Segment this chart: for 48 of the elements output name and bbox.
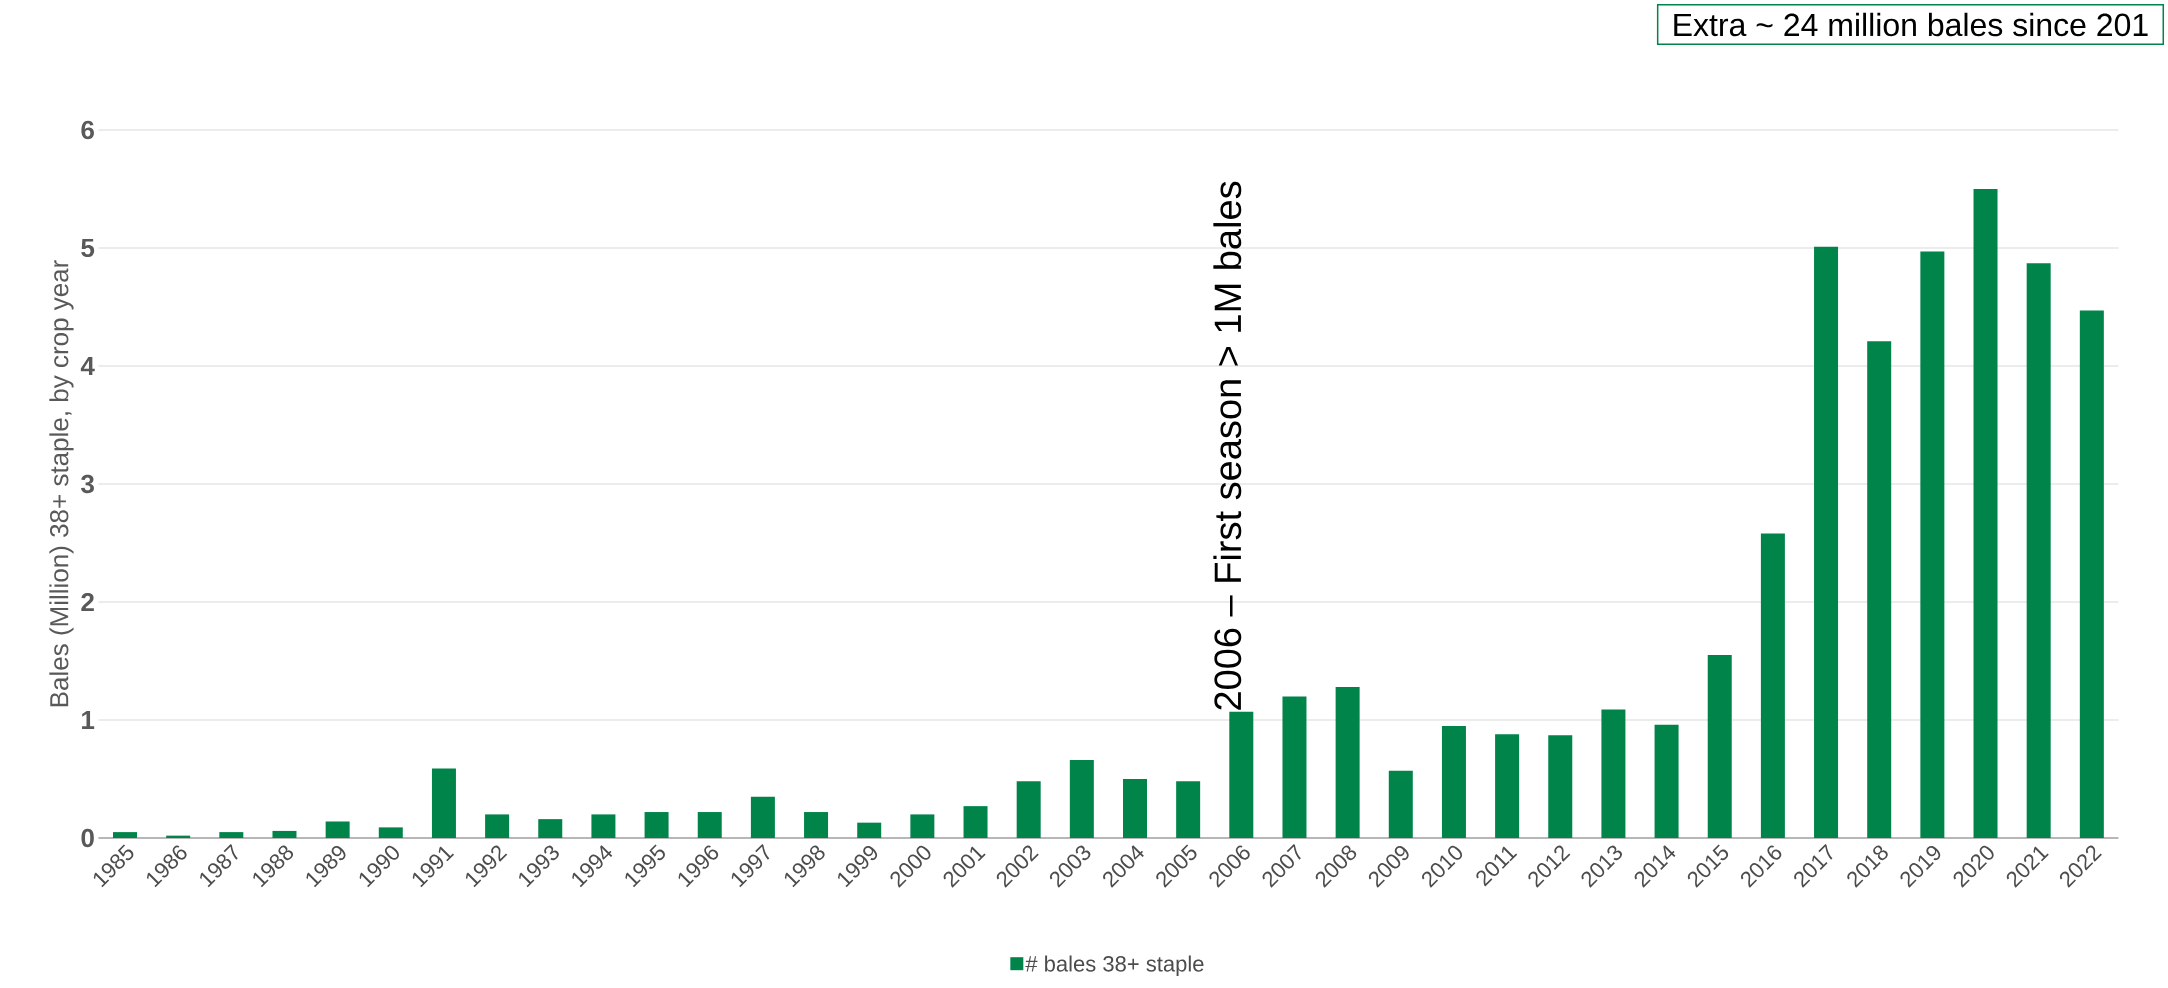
bar xyxy=(1548,735,1573,838)
bar xyxy=(485,814,510,838)
bar xyxy=(325,821,350,838)
bar xyxy=(431,768,456,838)
bar xyxy=(1495,734,1520,838)
bar xyxy=(219,832,244,838)
bar xyxy=(1176,781,1201,838)
bar xyxy=(591,814,616,838)
text: Extra ~ 24 million bales since 201 xyxy=(1674,12,2148,37)
bar xyxy=(2026,263,2051,838)
y-tick-label: 2 xyxy=(81,592,94,612)
legend-label: # bales 38+ staple xyxy=(1025,955,1204,976)
annotation: 2006 – First season > 1M bales xyxy=(1213,181,1242,710)
bar xyxy=(697,812,722,838)
bar xyxy=(2079,310,2104,838)
bar xyxy=(113,832,137,838)
bar xyxy=(1707,655,1732,838)
bar xyxy=(1123,779,1147,838)
y-tick-label: 4 xyxy=(80,357,95,375)
bar xyxy=(1335,686,1360,838)
bar xyxy=(1388,770,1413,838)
bar xyxy=(1867,341,1892,838)
bar xyxy=(644,812,669,838)
bar xyxy=(1069,760,1094,838)
bar xyxy=(1973,188,1998,838)
bar xyxy=(1760,533,1785,838)
bar xyxy=(272,830,297,838)
bar xyxy=(857,822,882,838)
bar xyxy=(1441,725,1466,838)
bar xyxy=(378,827,403,838)
y-tick-label: 5 xyxy=(81,238,95,258)
y-tick-label: 1 xyxy=(82,711,95,729)
bar xyxy=(750,796,775,838)
y-tick-label: 3 xyxy=(81,474,94,494)
bar xyxy=(1282,696,1307,838)
bar xyxy=(1016,781,1041,838)
bar xyxy=(1814,246,1839,838)
bar xyxy=(538,819,563,838)
bar xyxy=(1920,251,1945,838)
bar xyxy=(804,812,829,838)
bar xyxy=(1654,724,1679,838)
bar xyxy=(963,806,988,838)
y-tick-label: 0 xyxy=(81,828,94,848)
bar xyxy=(910,814,935,838)
y-axis-title: Bales (Million) 38+ staple, by crop year xyxy=(49,260,74,707)
bar xyxy=(1229,711,1254,838)
y-tick-label: 6 xyxy=(81,120,94,140)
bar xyxy=(1601,709,1626,838)
